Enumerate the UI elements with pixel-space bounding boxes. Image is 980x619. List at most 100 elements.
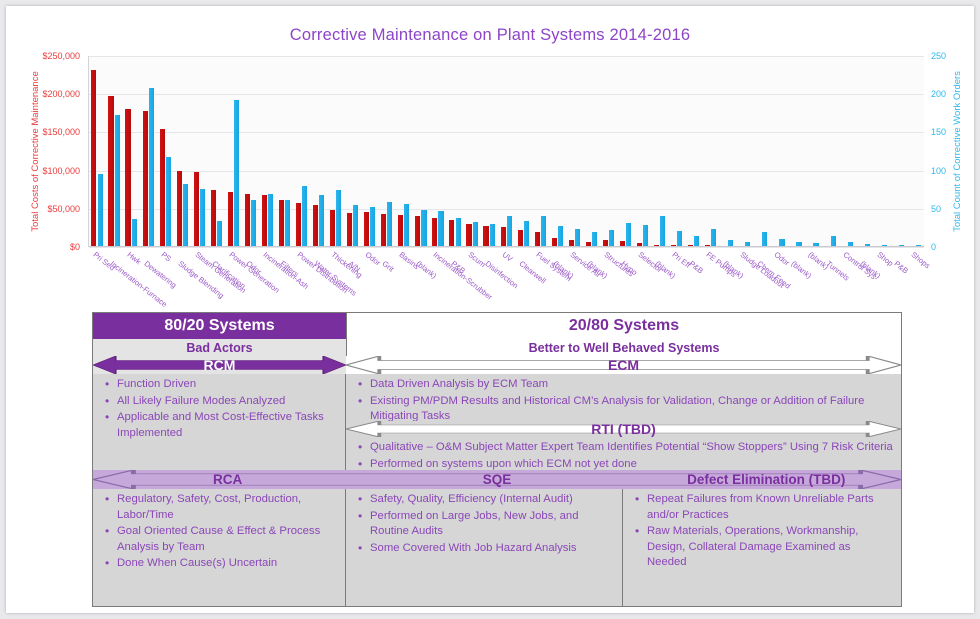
bar-cost (261, 195, 267, 247)
x-tick-label: Pri Sed (88, 248, 116, 304)
bar-count (898, 244, 904, 247)
bar-group (873, 56, 890, 247)
bar-count (97, 174, 103, 247)
bar-count (847, 242, 853, 247)
bar-group (294, 56, 311, 247)
x-tick-label: Thickening (327, 248, 364, 304)
bar-group (464, 56, 481, 247)
ecm-bullets: Data Driven Analysis by ECM TeamExisting… (346, 374, 901, 422)
x-tick-label: Water Systems (310, 248, 359, 304)
bar-cost (551, 237, 557, 247)
x-tick-label: P&B (685, 248, 706, 304)
bar-cost (602, 240, 608, 247)
bar-group (498, 56, 515, 247)
x-tick-label: Service Air (565, 248, 602, 304)
bar-group (123, 56, 140, 247)
bar-group (805, 56, 822, 247)
bar-count (455, 217, 461, 247)
strategy-matrix: 80/20 Systems 20/80 Systems Bad Actors B… (92, 312, 902, 607)
gridline (89, 208, 924, 210)
bar-group (703, 56, 720, 247)
bar-count (285, 199, 291, 247)
bar-group (447, 56, 464, 247)
y-tick-right: 250 (931, 51, 947, 61)
slide-canvas: Corrective Maintenance on Plant Systems … (6, 6, 974, 613)
bar-count (387, 201, 393, 247)
x-tick-label: Structures (599, 248, 635, 304)
bar-group (566, 56, 583, 247)
x-tick-label-text: Grit (380, 259, 396, 274)
bar-count (199, 188, 205, 247)
x-tick-label: Sludge Loadout (736, 248, 786, 304)
x-tick-label: Odor (770, 248, 792, 304)
x-tick-label-text: UV (500, 250, 514, 264)
bar-count (336, 190, 342, 247)
x-tick-label: Pri Eff (668, 248, 693, 304)
y-tick-right: 200 (931, 89, 947, 100)
bar-group (754, 56, 771, 247)
bar-cost (636, 243, 642, 247)
x-tick-label: Incineration-Ash (258, 248, 310, 304)
bar-count (250, 199, 257, 247)
bar-group (345, 56, 362, 247)
pareto-chart: Corrective Maintenance on Plant Systems … (14, 12, 966, 309)
y-tick-left: $200,000 (42, 89, 80, 100)
ecm-bullet: Data Driven Analysis by ECM Team (358, 377, 893, 393)
bar-cost (210, 189, 216, 247)
bar-cost (534, 231, 540, 247)
y-tick-right: 50 (931, 203, 942, 214)
bar-count (421, 209, 427, 247)
y-tick-left: $250,000 (42, 51, 80, 61)
rca-bullets: Regulatory, Safety, Cost, Production, La… (93, 489, 346, 606)
arrow-ecm-label: ECM (607, 357, 640, 373)
bar-cost (398, 214, 404, 247)
bar-count (694, 235, 700, 247)
bar-group (396, 56, 413, 247)
x-tick-label: Shops (906, 248, 932, 304)
bar-group (311, 56, 328, 247)
y-tick-left: $0 (69, 242, 80, 252)
bar-group (208, 56, 225, 247)
sqe-bullet: Some Covered With Job Hazard Analysis (358, 541, 614, 557)
x-tick-label: Odor (241, 248, 263, 304)
bar-group (635, 56, 652, 247)
bar-cost (278, 199, 284, 247)
x-tick-label: Hypo (616, 248, 639, 304)
bar-cost (568, 240, 574, 247)
bar-group (669, 56, 686, 247)
bar-count (489, 224, 495, 247)
bar-cost (347, 213, 353, 247)
rca-bullet: Goal Oriented Cause & Effect & Process A… (105, 524, 337, 555)
arrow-sqe-label: SQE (482, 472, 512, 487)
bar-cost (466, 224, 472, 247)
y-tick-right: 150 (931, 127, 947, 138)
rti-bullet: Qualitative – O&M Subject Matter Expert … (358, 440, 893, 456)
rca-bullet: Regulatory, Safety, Cost, Production, La… (105, 492, 337, 523)
bar-cost (108, 95, 114, 247)
x-tick-label: (blank) (548, 248, 575, 304)
x-tick-label: Control Sys (838, 248, 877, 304)
bar-count (131, 218, 137, 247)
double-arrow-icon (93, 356, 346, 374)
bar-count (506, 215, 512, 247)
defect-bullet: Raw Materials, Operations, Workmanship, … (635, 524, 893, 571)
bar-group (720, 56, 737, 247)
subheader-better-systems: Better to Well Behaved Systems (347, 339, 901, 356)
bar-group (191, 56, 208, 247)
bar-count (574, 228, 580, 247)
x-axis-line (89, 246, 924, 247)
bar-cost (483, 225, 489, 247)
bar-count (148, 88, 154, 247)
bar-group (413, 56, 430, 247)
bar-cost (517, 230, 523, 247)
bar-group (89, 56, 106, 247)
ecm-rti-column: Data Driven Analysis by ECM TeamExisting… (346, 374, 901, 476)
x-tick-label: Clearwell (514, 248, 547, 304)
bar-cost (125, 109, 131, 247)
y-axis-right-ticks: 0 50 100 150 200 250 (925, 51, 965, 252)
bar-count (353, 204, 359, 247)
bar-count (114, 114, 120, 247)
x-tick-label: (blank) (582, 248, 609, 304)
matrix-header-row: 80/20 Systems 20/80 Systems (93, 313, 901, 339)
bar-group (379, 56, 396, 247)
